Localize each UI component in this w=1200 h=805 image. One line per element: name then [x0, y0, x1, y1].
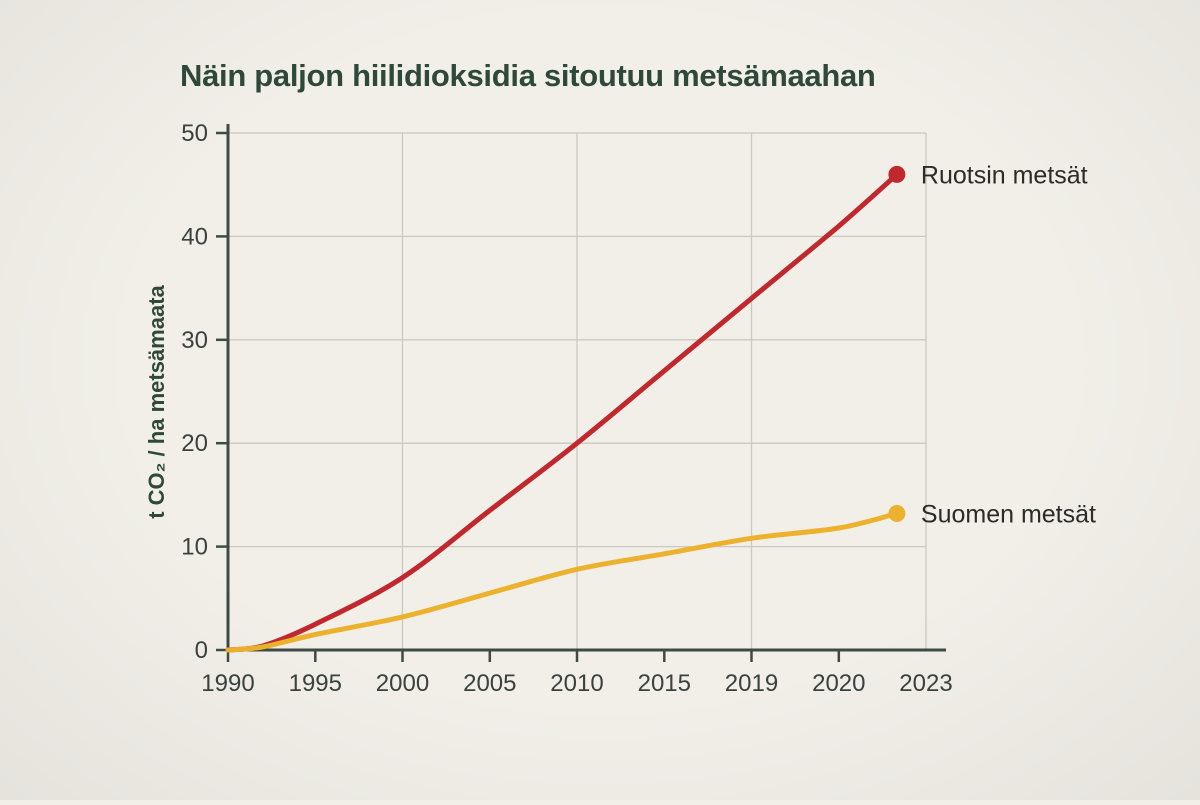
tick-marks-layer: [216, 131, 841, 662]
suomen-metsat-line: [225, 511, 900, 653]
series-end-labels-layer: Ruotsin metsät Suomen metsät: [921, 161, 1096, 528]
x-tick-label: 2000: [376, 670, 429, 697]
suomen-metsat-series-label: Suomen metsät: [921, 501, 1096, 529]
ruotsin-metsat-line: [225, 171, 900, 653]
chart-title: Näin paljon hiilidioksidia sitoutuu mets…: [180, 58, 876, 93]
y-tick-label: 0: [195, 637, 208, 664]
y-tick-label: 10: [181, 534, 208, 561]
y-tick-label: 40: [181, 223, 208, 250]
ruotsin-metsat-endpoint-dot: [888, 165, 906, 183]
series-layer: [225, 165, 906, 653]
x-tick-label: 2023: [899, 670, 952, 697]
x-tick-label: 1990: [201, 670, 254, 697]
x-tick-label: 1995: [289, 670, 342, 697]
y-tick-label: 30: [181, 327, 208, 354]
y-axis-title: t CO₂ / ha metsämaata: [144, 284, 169, 518]
x-tick-label: 2019: [725, 670, 778, 697]
x-tick-label: 2005: [463, 670, 516, 697]
gridlines-layer: [228, 132, 927, 650]
x-tick-label: 2010: [550, 670, 603, 697]
axes-layer: [226, 124, 946, 652]
tick-labels-layer: 0 10 20 30 40 50 1990 1995 2000 2005 2010 2015 2019 2…: [181, 120, 952, 697]
suomen-metsat-endpoint-dot: [888, 505, 906, 522]
y-tick-label: 20: [181, 430, 208, 457]
y-tick-label: 50: [181, 120, 208, 147]
x-tick-label: 2020: [812, 670, 865, 697]
x-tick-label: 2015: [638, 670, 691, 697]
ruotsin-metsat-series-label: Ruotsin metsät: [921, 161, 1088, 189]
